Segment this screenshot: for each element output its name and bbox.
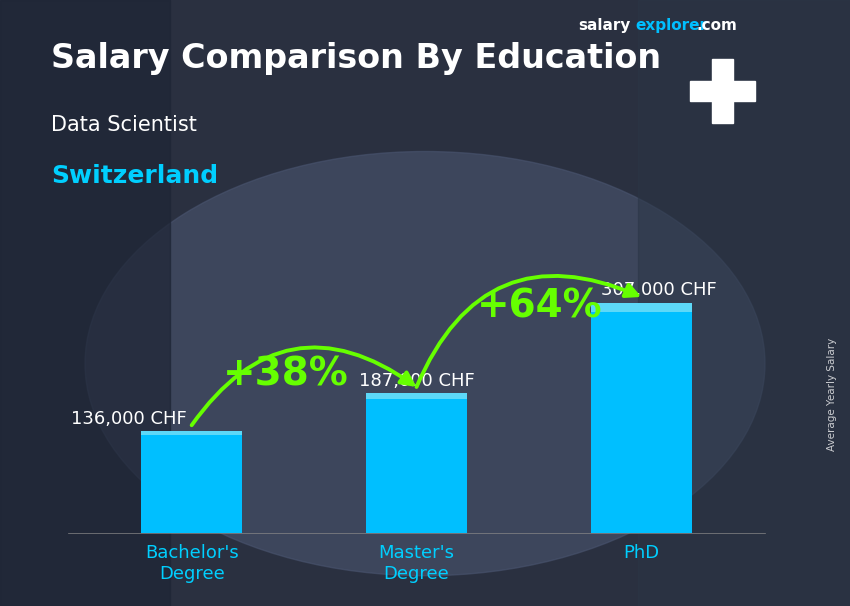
- Text: 187,000 CHF: 187,000 CHF: [359, 372, 474, 390]
- Text: Switzerland: Switzerland: [51, 164, 218, 188]
- Bar: [591, 303, 692, 312]
- Text: Data Scientist: Data Scientist: [51, 115, 197, 135]
- Text: Salary Comparison By Education: Salary Comparison By Education: [51, 42, 661, 75]
- Bar: [712, 59, 733, 123]
- Bar: [0, 0, 170, 606]
- Bar: [591, 303, 692, 533]
- Bar: [141, 431, 242, 435]
- Bar: [638, 0, 850, 606]
- Text: +38%: +38%: [224, 356, 349, 394]
- Bar: [690, 81, 755, 101]
- Text: Average Yearly Salary: Average Yearly Salary: [827, 338, 837, 450]
- Bar: [141, 431, 242, 533]
- Text: salary: salary: [578, 18, 631, 33]
- Bar: [366, 393, 468, 399]
- Text: 307,000 CHF: 307,000 CHF: [602, 281, 717, 299]
- Text: 136,000 CHF: 136,000 CHF: [71, 410, 187, 428]
- Ellipse shape: [85, 152, 765, 576]
- Text: +64%: +64%: [478, 288, 603, 325]
- Text: explorer: explorer: [636, 18, 708, 33]
- Text: .com: .com: [697, 18, 738, 33]
- Bar: [366, 393, 468, 533]
